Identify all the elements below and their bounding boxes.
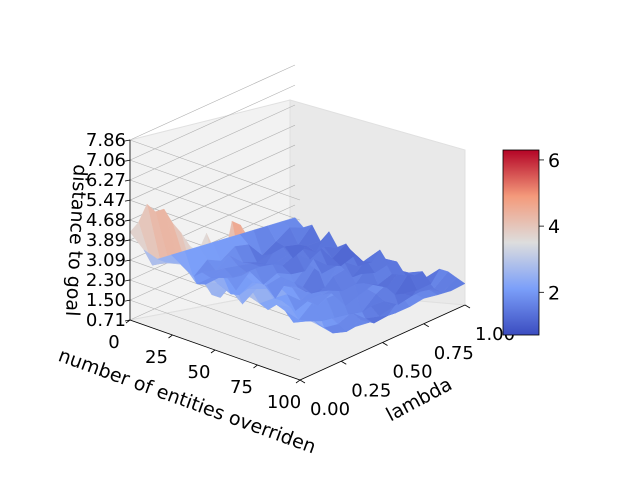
y-tick-label: 0.75: [434, 343, 474, 364]
y-tick-mark: [423, 323, 429, 328]
z-tick-label: 7.86: [86, 130, 126, 151]
z-tick-label: 5.47: [86, 190, 126, 211]
z-tick-mark: [124, 159, 131, 162]
surface-facet: [280, 217, 304, 228]
x-tick-mark: [295, 379, 301, 384]
z-tick-label: 4.68: [86, 210, 126, 231]
z-tick-mark: [124, 179, 131, 182]
y-tick-mark: [341, 360, 347, 365]
z-tick-mark: [124, 139, 131, 142]
x-tick-label: 75: [230, 377, 253, 398]
z-tick-label: 7.06: [86, 150, 126, 171]
grid-line: [129, 139, 301, 201]
colorbar-ticks: 2 4 6: [539, 150, 560, 304]
grid-line: [129, 279, 301, 341]
z-tick-label: 3.09: [86, 250, 126, 271]
y-tick-label: 0.25: [351, 380, 391, 401]
colorbar: [502, 149, 540, 336]
grid-line: [129, 124, 296, 201]
z-tick-label: 0.71: [86, 310, 126, 331]
z-tick-mark: [124, 299, 131, 302]
z-tick-mark: [124, 319, 131, 322]
x-tick-mark: [253, 364, 258, 369]
z-tick-mark: [124, 279, 131, 282]
grid-line: [129, 64, 296, 141]
z-tick-label: 1.50: [86, 290, 126, 311]
z-tick-mark: [124, 219, 131, 222]
z-tick-mark: [124, 199, 131, 202]
y-tick-label: 0.50: [393, 362, 433, 383]
z-tick-mark: [124, 239, 131, 242]
y-tick-mark: [299, 379, 306, 384]
x-axis-ticks: 0 25 50 75 100: [108, 319, 301, 413]
x-tick-label: 25: [145, 347, 168, 368]
z-tick-label: 6.27: [86, 170, 126, 191]
grid-line: [129, 299, 301, 361]
y-tick-mark: [382, 342, 388, 346]
x-tick-mark: [168, 334, 173, 339]
x-tick-label: 100: [267, 392, 301, 413]
z-tick-label: 2.30: [86, 270, 126, 291]
colorbar-tick-label: 2: [548, 282, 560, 304]
z-tick-mark: [124, 259, 131, 262]
grid-line: [129, 159, 301, 221]
z-tick-label: 3.89: [86, 230, 126, 251]
x-tick-mark: [210, 349, 216, 354]
x-tick-label: 0: [108, 332, 119, 353]
colorbar-tick-label: 4: [548, 216, 560, 238]
x-tick-label: 50: [188, 362, 211, 383]
grid-line: [129, 84, 296, 161]
colorbar-tick-label: 6: [548, 150, 560, 172]
z-axis-ticks: 0.711.502.303.093.894.685.476.277.067.86: [86, 130, 131, 331]
grid-line: [129, 104, 296, 181]
y-tick-label: 0.00: [310, 399, 350, 420]
surface-plot: [129, 203, 466, 334]
grid-line: [129, 144, 296, 221]
y-tick-mark: [464, 304, 471, 309]
